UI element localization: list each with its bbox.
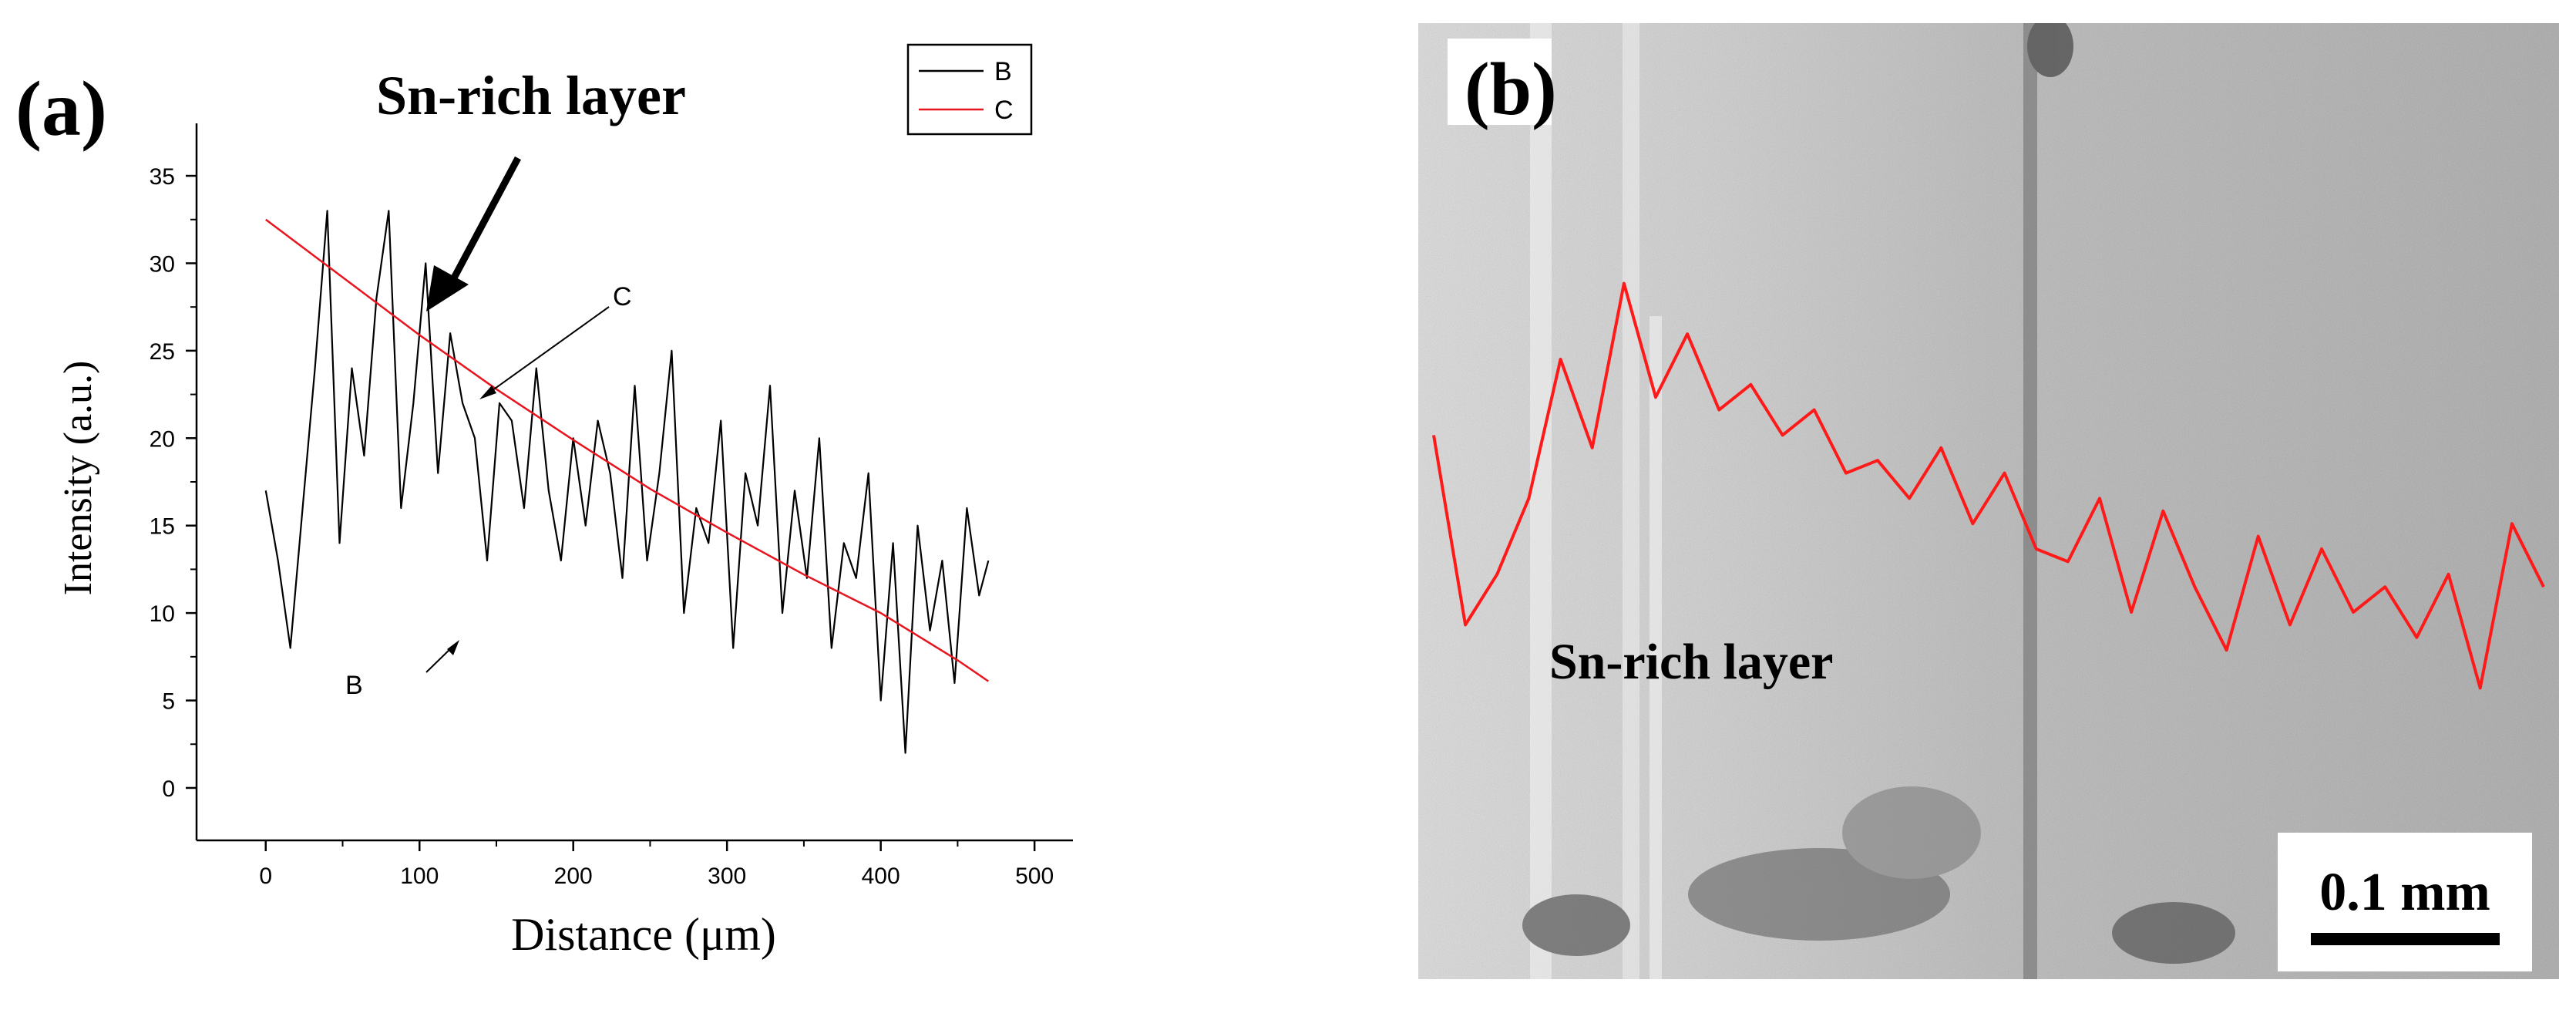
y-tick-label: 15: [150, 514, 175, 540]
x-tick-label: 0: [259, 864, 272, 889]
sn-rich-arrow: [426, 156, 521, 311]
y-tick-label: 10: [150, 601, 175, 627]
chart-axes: 0 100 200 300 400 500 0 5 10 15 20 25 30 35: [150, 123, 1073, 889]
panel-b: (b) Sn-rich layer 0.1 mm: [1418, 23, 2559, 979]
sn-rich-annotation: Sn-rich layer: [376, 65, 686, 126]
x-tick-label: 400: [862, 864, 900, 889]
linescan-trace: [1432, 281, 2545, 690]
series-b-polyline: [264, 210, 990, 754]
scale-bar-bg: [2278, 833, 2532, 971]
series-c-line: [265, 218, 990, 682]
series-b-line: [264, 210, 990, 754]
intensity-chart: (a) Sn-rich layer 0 100 200 300 400 500 0 5 10 15…: [15, 43, 1073, 960]
y-tick-label: 20: [150, 426, 175, 452]
y-tick-label: 35: [150, 164, 175, 190]
micrograph-image: (b) Sn-rich layer 0.1 mm: [1418, 23, 2559, 979]
legend-label-c: C: [994, 96, 1014, 125]
y-tick-label: 25: [150, 339, 175, 365]
sn-rich-layer-label: Sn-rich layer: [1549, 634, 1833, 690]
linescan-polyline: [1432, 281, 2545, 690]
legend: B C: [906, 43, 1033, 136]
scale-bar-label: 0.1 mm: [2319, 863, 2490, 922]
micrograph-features: [1522, 23, 2235, 979]
callout-c-label: C: [613, 282, 632, 311]
x-tick-label: 300: [708, 864, 746, 889]
panel-a: (a) Sn-rich layer 0 100 200 300 400 500 0 5 10 15…: [0, 0, 1079, 1010]
panel-b-label: (b): [1465, 48, 1557, 131]
y-axis-label: Intensity (a.u.): [56, 361, 100, 596]
series-c-polyline: [265, 218, 990, 682]
y-tick-label: 0: [162, 776, 175, 802]
scale-bar-line: [2311, 933, 2500, 945]
scale-bar: 0.1 mm: [2278, 833, 2532, 971]
x-tick-label: 200: [554, 864, 593, 889]
label-b-bg: [1448, 39, 1552, 125]
callout-b-label: B: [345, 671, 363, 700]
x-axis-label: Distance (μm): [511, 909, 776, 960]
legend-label-b: B: [994, 57, 1012, 86]
panel-a-label: (a): [15, 66, 107, 153]
y-tick-label: 5: [162, 689, 175, 715]
x-tick-label: 500: [1015, 864, 1054, 889]
x-tick-label: 100: [400, 864, 439, 889]
y-tick-label: 30: [150, 251, 175, 277]
legend-box: [906, 43, 1033, 136]
series-callouts: C B: [345, 282, 632, 700]
